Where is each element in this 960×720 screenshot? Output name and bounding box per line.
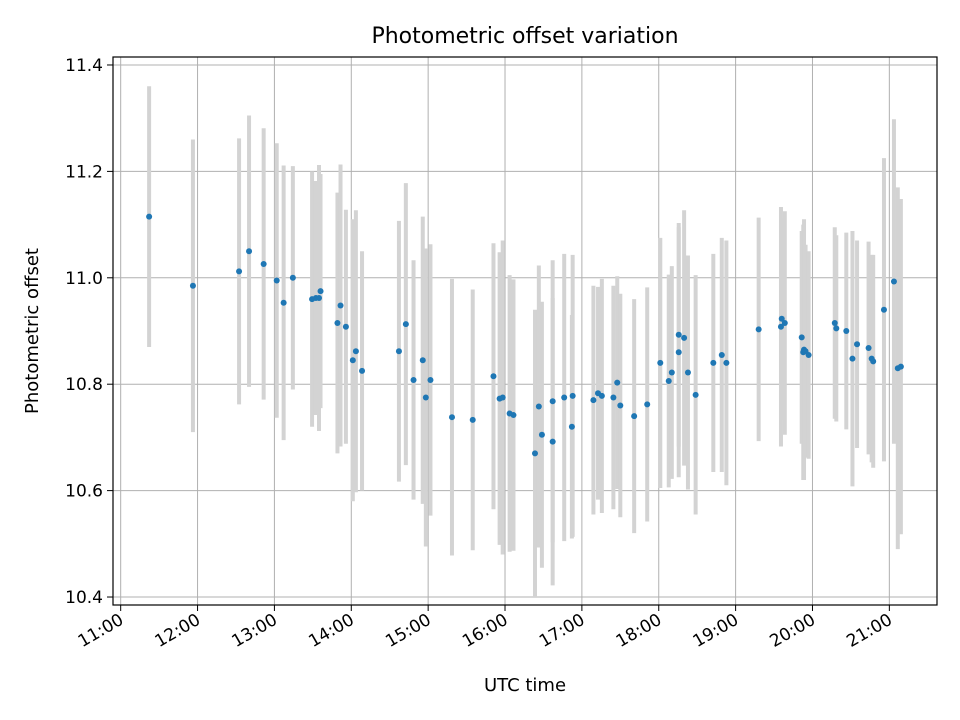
data-point [657, 359, 664, 366]
data-point [289, 274, 296, 281]
data-point [469, 416, 476, 423]
data-point [718, 351, 725, 358]
data-point [246, 248, 253, 255]
data-point [843, 328, 850, 334]
data-point [870, 358, 877, 365]
data-point [598, 392, 605, 399]
data-point [617, 402, 624, 409]
data-point [273, 277, 280, 284]
data-point [402, 321, 409, 328]
data-point [260, 260, 267, 267]
y-tick-label: 11.2 [65, 162, 103, 182]
data-point [549, 438, 556, 445]
data-point [849, 355, 856, 362]
data-point [510, 412, 517, 419]
plot-frame [112, 56, 938, 606]
data-point [317, 288, 324, 295]
data-point [395, 348, 402, 355]
data-point [777, 323, 784, 330]
data-point [146, 213, 153, 220]
data-point [189, 282, 196, 289]
data-point [610, 394, 617, 401]
data-point [833, 325, 840, 332]
data-point [897, 363, 904, 370]
data-point [831, 320, 838, 327]
data-point [684, 369, 691, 376]
data-point [675, 331, 682, 338]
data-point [865, 345, 872, 352]
data-point [668, 369, 675, 376]
data-point [499, 394, 506, 401]
data-point [337, 302, 344, 309]
data-point [334, 320, 341, 327]
y-tick-label: 11.0 [65, 269, 103, 289]
x-axis-label: UTC time [484, 675, 566, 696]
y-tick-label: 10.6 [65, 482, 103, 502]
data-point [549, 398, 556, 405]
data-point [723, 359, 730, 366]
data-point [644, 401, 651, 408]
data-point [631, 413, 638, 420]
data-point [880, 306, 887, 313]
data-point [359, 367, 366, 374]
data-point [236, 268, 243, 275]
y-tick-label: 10.8 [65, 375, 103, 395]
data-point [410, 376, 417, 383]
data-point [778, 315, 785, 322]
data-point [590, 397, 597, 404]
data-point [665, 378, 672, 385]
data-point [422, 394, 429, 401]
data-point [681, 334, 688, 341]
y-axis-ticks: 10.4 10.6 10.8 11.0 11.2 11.4 [65, 56, 113, 608]
chart-title: Photometric offset variation [371, 24, 678, 49]
data-point [675, 349, 682, 356]
data-point [561, 394, 568, 401]
data-point [854, 341, 861, 348]
data-point [781, 320, 788, 327]
y-tick-label: 10.4 [65, 588, 103, 608]
data-point [352, 348, 359, 355]
data-point [427, 376, 434, 383]
data-point [805, 351, 812, 358]
data-point [490, 373, 497, 380]
data-point [614, 379, 621, 386]
data-point [798, 334, 805, 341]
data-point [538, 431, 545, 438]
data-point [890, 278, 897, 285]
data-point [568, 423, 575, 430]
data-point [692, 391, 699, 398]
gridlines [113, 57, 937, 605]
data-point [342, 323, 349, 330]
y-axis-label: Photometric offset [22, 248, 43, 414]
data-point [316, 295, 322, 302]
data-point [448, 414, 455, 421]
data-point [280, 299, 287, 306]
data-point [710, 359, 717, 366]
data-point [531, 450, 538, 457]
data-point [755, 326, 762, 333]
data-point [419, 357, 426, 364]
data-point [569, 392, 576, 399]
data-points [146, 213, 904, 457]
data-point [349, 357, 356, 364]
y-tick-label: 11.4 [65, 56, 103, 76]
data-point [535, 403, 542, 410]
